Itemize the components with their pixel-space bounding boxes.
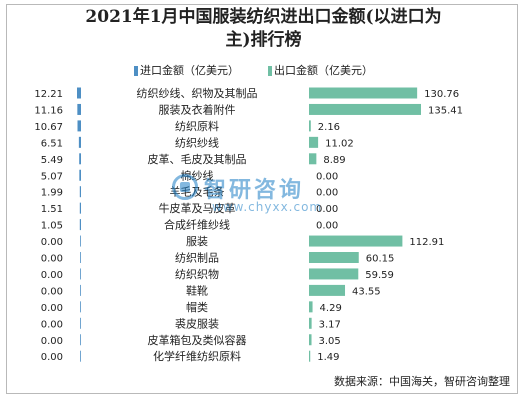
export-value-label: 0.00 — [316, 188, 338, 199]
import-bar — [77, 120, 81, 132]
import-value-label: 0.00 — [41, 303, 63, 314]
export-value-label: 0.00 — [316, 204, 338, 215]
export-value-label: 2.16 — [318, 122, 340, 133]
import-bar — [79, 153, 81, 165]
legend-label-import: 进口金额（亿美元） — [140, 64, 239, 77]
export-value-label: 1.49 — [317, 352, 339, 363]
category-label: 服装 — [186, 235, 208, 248]
import-value-label: 0.00 — [41, 237, 63, 248]
legend-swatch-import — [134, 66, 138, 76]
import-value-label: 5.49 — [41, 155, 63, 166]
export-value-label: 59.59 — [365, 270, 394, 281]
import-bar — [80, 284, 81, 296]
import-value-label: 1.99 — [41, 188, 63, 199]
category-label: 皮革箱包及类似容器 — [148, 333, 247, 347]
import-value-label: 0.00 — [41, 319, 63, 330]
import-bar — [79, 169, 81, 181]
import-value-label: 6.51 — [41, 138, 63, 149]
import-bar — [80, 235, 81, 247]
export-bar — [309, 153, 317, 165]
import-bar — [80, 268, 81, 280]
export-value-label: 0.00 — [316, 221, 338, 232]
category-label: 纺织制品 — [175, 251, 219, 265]
category-label: 棉纱线 — [181, 168, 214, 182]
import-bar — [78, 136, 81, 148]
export-bar — [309, 268, 359, 280]
legend-label-export: 出口金额（亿美元） — [274, 64, 373, 77]
export-bar — [309, 317, 312, 329]
import-value-label: 0.00 — [41, 336, 63, 347]
export-bar — [309, 284, 346, 296]
import-value-label: 0.00 — [41, 352, 63, 363]
export-bar — [309, 252, 359, 263]
export-value-label: 112.91 — [409, 237, 444, 248]
chart-frame — [6, 4, 518, 394]
category-label: 服装及衣着附件 — [159, 102, 236, 116]
import-bar — [79, 202, 81, 214]
import-bar — [79, 219, 81, 231]
import-bar — [80, 350, 81, 362]
category-label: 纺织纱线、织物及其制品 — [137, 86, 258, 100]
import-value-label: 12.21 — [34, 89, 63, 100]
category-label: 羊毛及毛条 — [170, 185, 225, 199]
source-note: 数据来源：中国海关，智研咨询整理 — [334, 375, 510, 388]
export-value-label: 3.17 — [319, 319, 341, 330]
legend-item-export: 出口金额（亿美元） — [268, 63, 373, 79]
category-label: 牛皮革及马皮革 — [159, 201, 236, 215]
category-label: 纺织原料 — [175, 119, 219, 133]
export-value-label: 130.76 — [424, 89, 459, 100]
import-value-label: 10.67 — [34, 122, 63, 133]
export-bar — [309, 87, 418, 99]
export-bar — [309, 103, 421, 115]
category-label: 合成纤维纱线 — [164, 218, 230, 232]
category-label: 化学纤维纺织原料 — [153, 349, 241, 363]
import-value-label: 0.00 — [41, 270, 63, 281]
category-label: 皮革、毛皮及其制品 — [148, 152, 247, 166]
legend-item-import: 进口金额（亿美元） — [134, 63, 239, 79]
import-bar — [80, 301, 81, 313]
export-value-label: 0.00 — [316, 171, 338, 182]
legend-swatch-export — [268, 66, 272, 76]
import-value-label: 1.51 — [41, 204, 63, 215]
import-value-label: 1.05 — [41, 221, 63, 232]
category-label: 纺织织物 — [175, 267, 219, 281]
export-bar — [309, 334, 312, 346]
import-bar — [80, 317, 81, 329]
export-bar — [309, 350, 311, 362]
category-label: 鞋靴 — [186, 283, 208, 297]
export-value-label: 43.55 — [352, 286, 381, 297]
export-value-label: 11.02 — [325, 138, 354, 149]
export-value-label: 8.89 — [323, 155, 345, 166]
export-bar — [309, 136, 319, 148]
category-label: 纺织纱线 — [175, 135, 219, 149]
export-bar — [309, 235, 403, 247]
import-value-label: 0.00 — [41, 286, 63, 297]
import-bar — [77, 103, 81, 115]
category-label: 帽类 — [186, 300, 208, 314]
import-value-label: 0.00 — [41, 254, 63, 265]
export-bar — [309, 120, 311, 132]
import-bar — [80, 334, 81, 346]
import-value-label: 11.16 — [34, 105, 63, 116]
import-bar — [79, 186, 81, 198]
chart-title: 2021年1月中国服装纺织进出口金额(以进口为 主)排行榜 — [85, 7, 442, 50]
export-value-label: 4.29 — [320, 303, 342, 314]
category-label: 裘皮服装 — [175, 317, 219, 330]
export-value-label: 3.05 — [319, 336, 341, 347]
export-value-label: 60.15 — [366, 254, 395, 265]
export-value-label: 135.41 — [428, 105, 463, 116]
legend: 进口金额（亿美元） 出口金额（亿美元） — [0, 63, 527, 79]
export-bar — [309, 301, 313, 313]
import-bar — [80, 252, 81, 263]
import-value-label: 5.07 — [41, 171, 63, 182]
import-bar — [77, 87, 81, 99]
